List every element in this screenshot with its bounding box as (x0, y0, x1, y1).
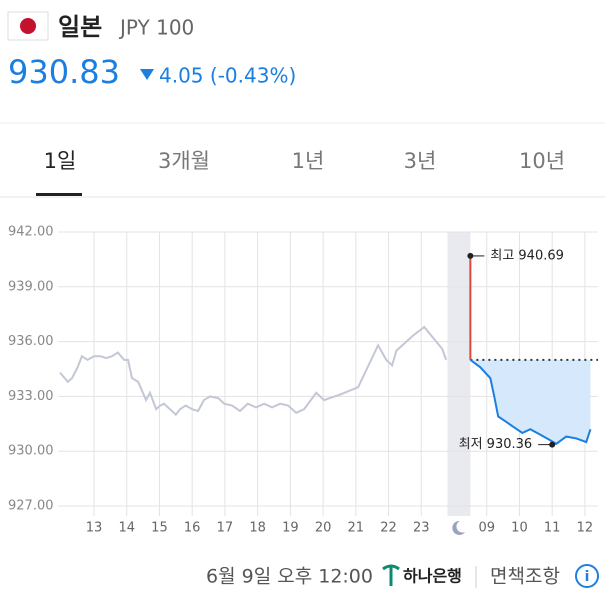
x-tick-label: 20 (315, 521, 332, 536)
x-tick-label: 13 (86, 521, 103, 536)
x-tick-label: 10 (511, 521, 528, 536)
tabs: 1일 3개월 1년 3년 10년 (44, 149, 565, 173)
x-tick-label: 18 (249, 521, 266, 536)
y-tick-label: 930.00 (8, 444, 54, 459)
y-tick-label: 942.00 (8, 225, 54, 240)
code: JPY 100 (118, 16, 194, 40)
bank-logo (382, 564, 400, 586)
moon-icon (452, 520, 465, 535)
y-tick-label: 936.00 (8, 334, 54, 349)
timestamp: 6월 9일 오후 12:00 (206, 566, 373, 588)
disclaimer[interactable]: 면책조항 (490, 566, 560, 588)
y-tick-label: 933.00 (8, 389, 54, 404)
annotation: 최고 940.69 (490, 248, 564, 263)
y-tick-label: 939.00 (8, 279, 54, 294)
tab[interactable]: 1년 (292, 149, 325, 173)
info-icon[interactable] (575, 564, 599, 588)
country: 일본 (58, 13, 102, 41)
x-tick-label: 16 (184, 521, 201, 536)
x-tick-label: 19 (282, 521, 299, 536)
price: 930.83 (8, 53, 120, 91)
area (470, 359, 591, 444)
tab[interactable]: 3개월 (158, 149, 210, 173)
chart: 942.00 939.00 936.00 933.00 930.00 927.00 13 14… (8, 225, 598, 536)
down-arrow (140, 69, 154, 80)
x-tick-label: 23 (413, 521, 430, 536)
x-tick-label: 14 (118, 521, 135, 536)
tab-underline (36, 193, 82, 196)
x-tick-label: 21 (348, 521, 365, 536)
x-tick-label: 17 (217, 521, 234, 536)
tab[interactable]: 1일 (44, 149, 77, 173)
series-line (59, 325, 448, 417)
info-icon-glyph: i (585, 569, 590, 585)
bank: 하나은행 (403, 567, 462, 586)
annotation: 최저 930.36 (459, 437, 533, 452)
tab[interactable]: 3년 (404, 149, 437, 173)
flag-dot (20, 18, 36, 34)
x-tick-label: 12 (577, 521, 594, 536)
x-tick-label: 15 (151, 521, 168, 536)
x-tick-label: 11 (544, 521, 561, 536)
night-band (447, 232, 471, 516)
y-tick-label: 927.00 (8, 499, 54, 514)
x-tick-label: 22 (380, 521, 397, 536)
series-line (469, 359, 592, 446)
x-tick-label: 09 (478, 521, 495, 536)
price-change: 4.05 (-0.43%) (159, 64, 296, 88)
tab[interactable]: 10년 (519, 149, 565, 173)
